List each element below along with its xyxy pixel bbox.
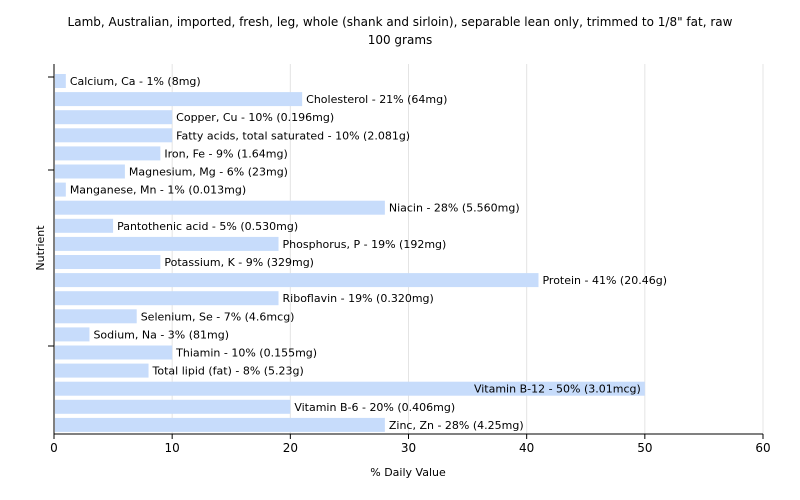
bar-label: Vitamin B-12 - 50% (3.01mcg) — [474, 383, 641, 396]
bar — [55, 110, 173, 125]
bar-label: Fatty acids, total saturated - 10% (2.08… — [176, 129, 410, 142]
bar — [55, 363, 149, 378]
bar-label: Niacin - 28% (5.560mg) — [389, 202, 520, 215]
bar — [55, 92, 303, 107]
bar — [55, 164, 125, 179]
bar — [55, 182, 66, 197]
x-axis-title: % Daily Value — [370, 466, 446, 479]
bar — [55, 291, 279, 306]
y-axis-title: Nutrient — [34, 225, 47, 271]
x-tick-label: 50 — [637, 441, 652, 455]
bar — [55, 273, 539, 288]
bar — [55, 74, 66, 88]
x-tick-label: 40 — [519, 441, 534, 455]
bar-label: Calcium, Ca - 1% (8mg) — [70, 75, 201, 88]
bar-label: Manganese, Mn - 1% (0.013mg) — [70, 184, 246, 197]
bar-label: Total lipid (fat) - 8% (5.23g) — [152, 365, 304, 378]
bar-label: Iron, Fe - 9% (1.64mg) — [164, 147, 287, 160]
bars: Calcium, Ca - 1% (8mg) Cholesterol - 21% … — [55, 74, 667, 432]
bar-label: Riboflavin - 19% (0.320mg) — [283, 292, 434, 305]
bar — [55, 345, 173, 360]
chart-title: Lamb, Australian, imported, fresh, leg, … — [67, 15, 733, 29]
bar — [55, 309, 137, 324]
axes: 0 10 20 30 40 50 60 — [48, 64, 771, 455]
bar — [55, 399, 291, 414]
bar — [55, 200, 385, 215]
bar — [55, 327, 90, 342]
bar — [55, 255, 161, 269]
bar-label: Zinc, Zn - 28% (4.25mg) — [389, 419, 524, 432]
bar-label: Cholesterol - 21% (64mg) — [306, 93, 447, 106]
chart-subtitle: 100 grams — [367, 33, 433, 47]
bar — [55, 381, 645, 396]
bar — [55, 417, 385, 432]
bar-label: Copper, Cu - 10% (0.196mg) — [176, 111, 334, 124]
x-tick-label: 20 — [283, 441, 298, 455]
x-tick-label: 0 — [50, 441, 58, 455]
bar-label: Phosphorus, P - 19% (192mg) — [283, 238, 447, 251]
bar-label: Sodium, Na - 3% (81mg) — [93, 328, 229, 341]
bar-label: Magnesium, Mg - 6% (23mg) — [129, 166, 288, 179]
bar-label: Selenium, Se - 7% (4.6mcg) — [141, 310, 295, 323]
bar — [55, 236, 279, 251]
bar-label: Protein - 41% (20.46g) — [542, 274, 667, 287]
bar-label: Vitamin B-6 - 20% (0.406mg) — [294, 401, 455, 414]
x-tick-label: 10 — [165, 441, 180, 455]
x-tick-label: 30 — [401, 441, 416, 455]
bar-label: Thiamin - 10% (0.155mg) — [175, 347, 317, 360]
bar-label: Potassium, K - 9% (329mg) — [164, 256, 314, 269]
bar — [55, 128, 173, 143]
x-tick-label: 60 — [755, 441, 770, 455]
bar — [55, 146, 161, 161]
bar-label: Pantothenic acid - 5% (0.530mg) — [117, 220, 298, 233]
bar — [55, 218, 114, 233]
